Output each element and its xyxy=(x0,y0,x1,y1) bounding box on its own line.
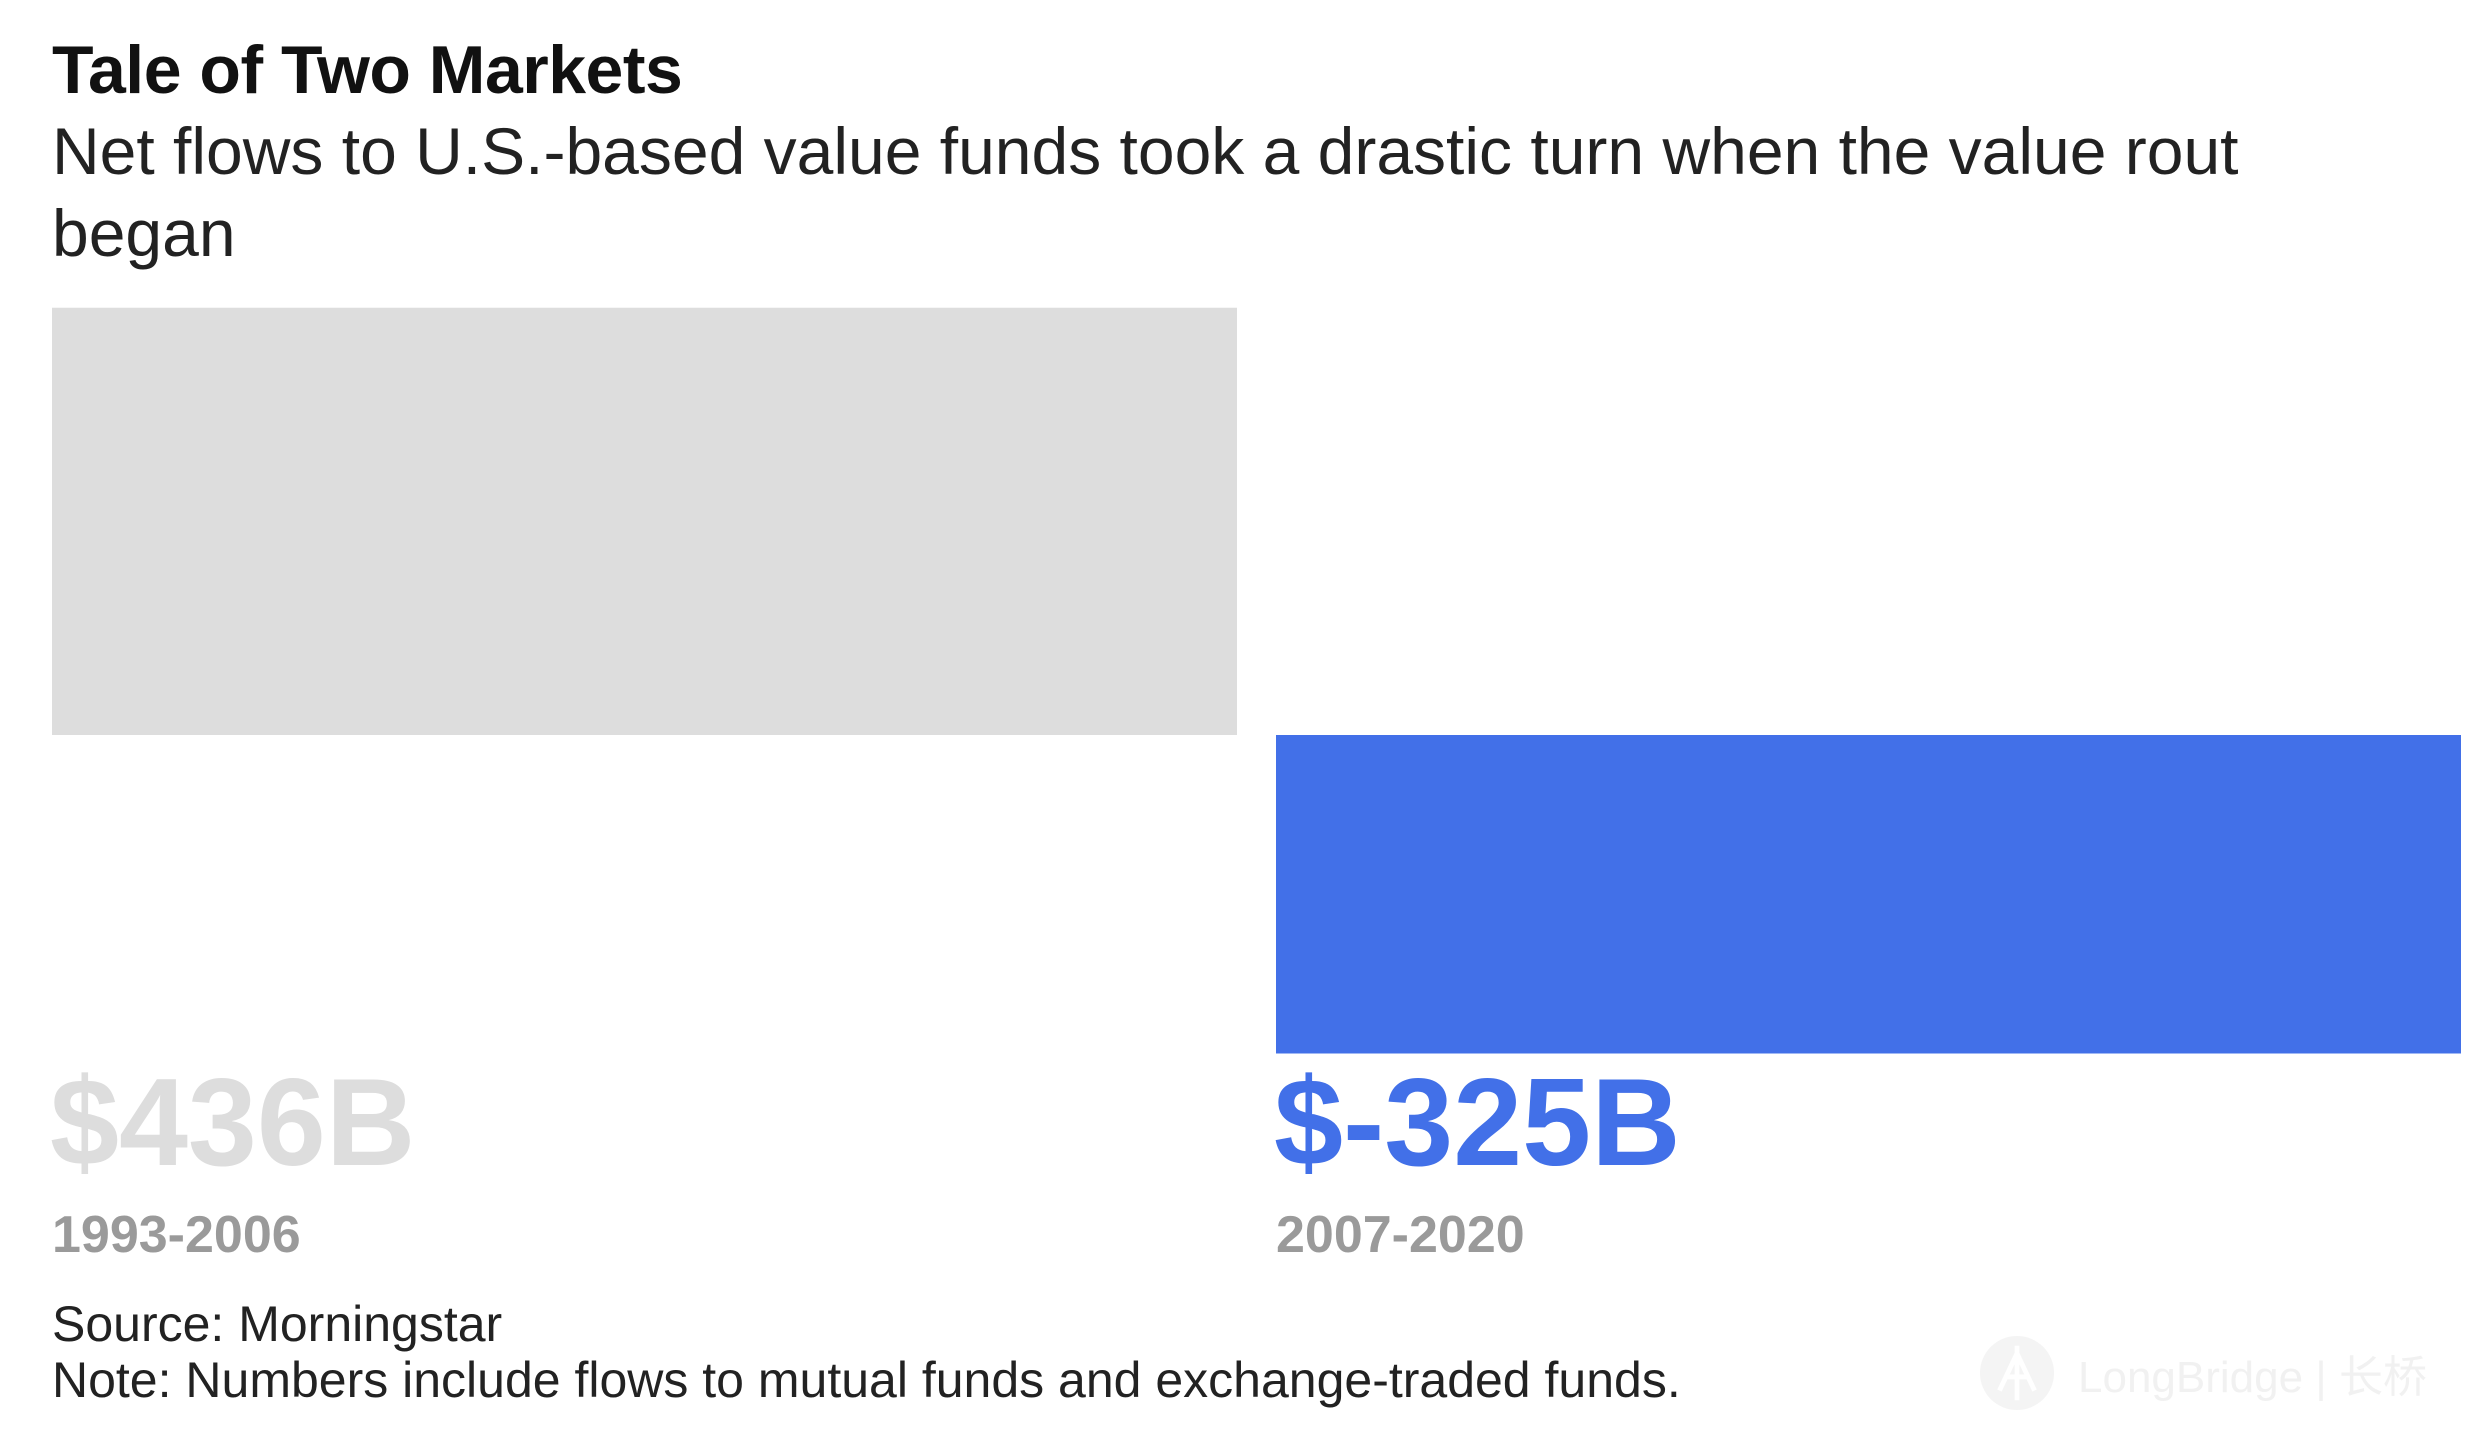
value-label-2007-2020: $-325B xyxy=(1274,1054,1681,1192)
methodology-note: Note: Numbers include flows to mutual fu… xyxy=(52,1352,1681,1408)
value-label-1993-2006: $436B xyxy=(50,1054,415,1192)
bar-2007-2020 xyxy=(1276,735,2461,1054)
chart-subtitle: Net flows to U.S.-based value funds took… xyxy=(52,114,2239,270)
chart-title: Tale of Two Markets xyxy=(52,32,683,108)
longbridge-logo-icon xyxy=(1979,1335,2055,1411)
source-note: Source: Morningstar xyxy=(52,1296,503,1352)
category-label-1993-2006: 1993-2006 xyxy=(52,1206,301,1264)
bar-1993-2006 xyxy=(52,307,1237,735)
chart-footer: Source: Morningstar Note: Numbers includ… xyxy=(52,1296,1681,1408)
category-label-2007-2020: 2007-2020 xyxy=(1276,1206,1525,1264)
watermark-text: LongBridge | 长桥 xyxy=(2078,1353,2427,1402)
watermark: LongBridge | 长桥 xyxy=(1978,1334,2427,1412)
